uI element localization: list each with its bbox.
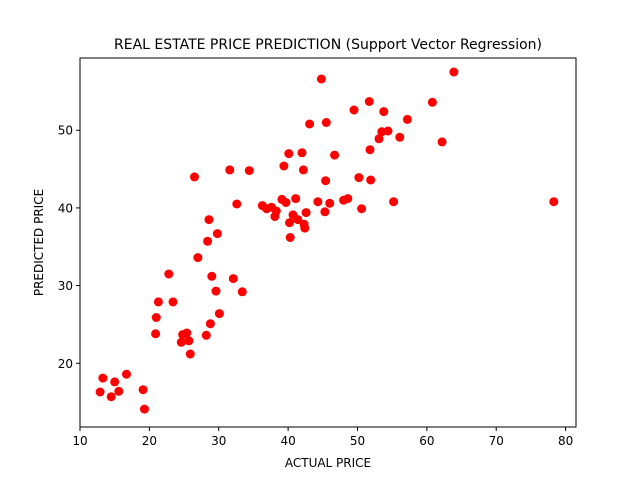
- data-point: [204, 215, 214, 225]
- data-point: [285, 233, 295, 242]
- data-point: [182, 328, 192, 338]
- data-point: [343, 194, 353, 204]
- data-point: [151, 329, 161, 339]
- data-point: [321, 118, 331, 127]
- x-tick-label: 50: [350, 434, 365, 448]
- x-tick-label: 80: [558, 434, 573, 448]
- data-point: [297, 148, 307, 158]
- data-point: [201, 330, 211, 340]
- data-point: [138, 385, 148, 395]
- data-point: [316, 74, 326, 84]
- data-point: [193, 253, 203, 263]
- x-axis-label: ACTUAL PRICE: [285, 456, 371, 470]
- data-point: [365, 145, 375, 155]
- y-tick-label: 50: [58, 124, 73, 138]
- data-point: [300, 223, 310, 233]
- data-point: [232, 199, 242, 209]
- chart-title: REAL ESTATE PRICE PREDICTION (Support Ve…: [114, 37, 542, 53]
- data-point: [354, 173, 364, 183]
- data-point: [244, 166, 254, 176]
- x-tick-label: 70: [489, 434, 504, 448]
- data-point: [301, 208, 311, 218]
- data-point: [228, 274, 238, 284]
- data-point: [271, 206, 281, 216]
- data-point: [225, 165, 235, 175]
- data-point: [98, 373, 108, 383]
- y-axis-label: PREDICTED PRICE: [32, 189, 46, 296]
- y-tick-label: 20: [58, 357, 73, 371]
- data-point: [364, 97, 374, 106]
- data-point: [205, 319, 215, 329]
- y-tick-label: 40: [58, 201, 73, 215]
- data-point: [214, 309, 224, 319]
- data-point: [190, 172, 199, 182]
- data-point: [402, 114, 412, 124]
- x-tick-label: 30: [211, 434, 226, 448]
- data-point: [184, 336, 194, 346]
- data-point: [321, 176, 331, 186]
- data-point: [291, 194, 301, 204]
- data-point: [153, 297, 163, 307]
- data-point: [379, 107, 389, 117]
- data-point: [298, 165, 308, 175]
- data-point: [349, 105, 359, 115]
- data-point: [185, 349, 195, 359]
- data-point: [281, 198, 291, 207]
- x-tick-label: 10: [72, 434, 87, 448]
- data-point: [151, 313, 161, 322]
- x-tick-label: 60: [419, 434, 434, 448]
- data-point: [305, 119, 315, 129]
- data-point: [293, 215, 303, 225]
- data-point: [374, 134, 384, 144]
- x-tick-label: 40: [280, 434, 295, 448]
- data-point: [95, 387, 105, 397]
- data-points: [95, 67, 559, 414]
- data-point: [211, 286, 221, 296]
- data-point: [284, 149, 294, 159]
- data-point: [114, 386, 124, 396]
- data-point: [203, 236, 213, 246]
- data-point: [106, 392, 116, 402]
- data-point: [366, 175, 376, 185]
- data-point: [313, 197, 323, 207]
- data-point: [395, 132, 405, 142]
- data-point: [140, 404, 149, 414]
- data-point: [383, 126, 393, 136]
- x-tick-label: 20: [142, 434, 157, 448]
- data-point: [212, 229, 222, 239]
- data-point: [357, 204, 367, 214]
- data-point: [122, 369, 131, 379]
- data-point: [325, 198, 335, 208]
- data-point: [168, 297, 178, 307]
- data-point: [320, 207, 330, 217]
- data-point: [330, 150, 340, 160]
- data-point: [549, 197, 559, 207]
- data-point: [279, 161, 289, 171]
- y-axis-ticks: 20 30 40 50: [58, 124, 80, 371]
- data-point: [164, 269, 174, 279]
- data-point: [110, 377, 120, 387]
- plot-area-frame: [79, 57, 577, 428]
- x-axis-ticks: 10 20 30 40 50 60 70 80: [72, 427, 573, 448]
- data-point: [389, 197, 399, 207]
- data-point: [437, 137, 447, 147]
- y-tick-label: 30: [58, 279, 73, 293]
- data-point: [449, 67, 459, 77]
- data-point: [176, 337, 186, 347]
- data-point: [207, 271, 217, 281]
- data-point: [237, 287, 247, 297]
- data-point: [285, 218, 294, 228]
- data-point: [427, 97, 437, 107]
